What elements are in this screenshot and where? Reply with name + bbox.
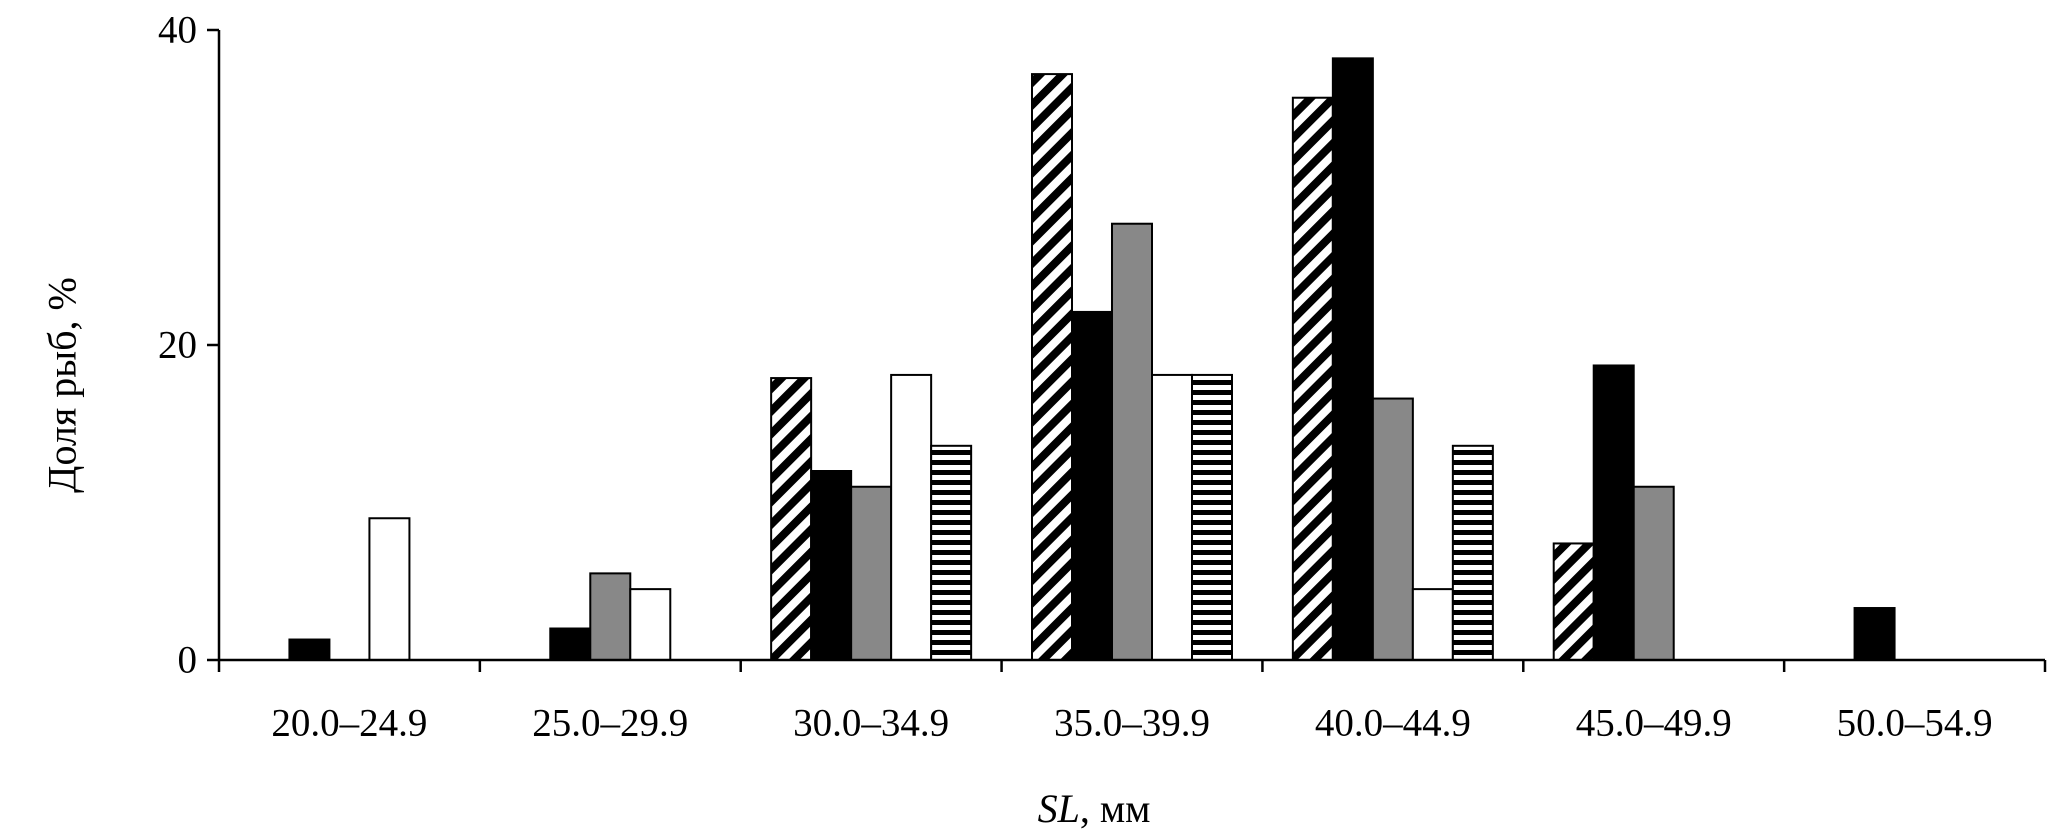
x-category-label: 25.0–29.9 [532, 702, 688, 745]
bar-white-3 [891, 375, 931, 660]
bar-white-2 [630, 589, 670, 660]
bar-diagonal-hatch-6 [1554, 543, 1594, 660]
bar-diagonal-hatch-4 [1032, 74, 1072, 660]
y-tick-label: 0 [178, 639, 198, 682]
bar-diagonal-hatch-3 [771, 378, 811, 660]
bar-white-1 [369, 518, 409, 660]
bar-black-4 [1072, 312, 1112, 660]
bar-white-4 [1152, 375, 1192, 660]
x-axis-title: SL, мм [1038, 786, 1151, 831]
bar-black-6 [1594, 365, 1634, 660]
x-category-label: 20.0–24.9 [271, 702, 427, 745]
x-category-label: 45.0–49.9 [1576, 702, 1732, 745]
bar-horizontal-hatch-4 [1192, 375, 1232, 660]
x-category-label: 50.0–54.9 [1837, 702, 1993, 745]
bar-gray-6 [1634, 487, 1674, 660]
x-category-label: 30.0–34.9 [793, 702, 949, 745]
y-axis-title: Доля рыб, % [40, 277, 85, 493]
x-category-label: 40.0–44.9 [1315, 702, 1471, 745]
bar-diagonal-hatch-5 [1293, 98, 1333, 660]
bar-white-5 [1413, 589, 1453, 660]
bar-black-2 [550, 629, 590, 661]
bar-horizontal-hatch-3 [931, 446, 971, 660]
bar-black-3 [811, 471, 851, 660]
y-tick-label: 20 [158, 324, 197, 367]
bar-gray-5 [1373, 399, 1413, 660]
bars-group [289, 58, 1894, 660]
bar-black-1 [289, 640, 329, 660]
bar-gray-4 [1112, 224, 1152, 660]
bar-black-7 [1855, 608, 1895, 660]
bar-gray-3 [851, 487, 891, 660]
bar-horizontal-hatch-5 [1453, 446, 1493, 660]
x-category-label: 35.0–39.9 [1054, 702, 1210, 745]
labels-group: 0 20 40 20.0–24.9 25.0–29.9 30.0–34.9 35.0–39.… [40, 9, 1993, 831]
y-tick-label: 40 [158, 9, 197, 52]
bar-gray-2 [590, 573, 630, 660]
bar-black-5 [1333, 58, 1373, 660]
